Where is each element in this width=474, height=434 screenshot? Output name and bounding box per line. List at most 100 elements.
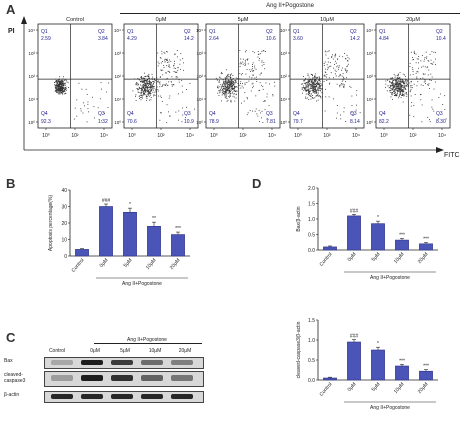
flow-event-dot [305, 84, 307, 86]
flow-event-dot [57, 88, 59, 90]
flow-event-dot [409, 82, 411, 84]
flow-event-dot [84, 105, 85, 107]
flow-event-dot [315, 85, 317, 86]
flow-event-dot [62, 80, 64, 82]
flow-event-dot [390, 82, 392, 84]
flow-event-dot [144, 81, 145, 83]
flow-event-dot [262, 122, 264, 123]
flow-event-dot [227, 82, 229, 83]
flow-event-dot [62, 78, 64, 80]
significance-label: * [377, 215, 379, 221]
flow-event-dot [342, 83, 344, 85]
flow-event-dot [59, 90, 61, 92]
flow-event-dot [422, 65, 424, 67]
flow-event-dot [227, 87, 229, 89]
flow-event-dot [230, 83, 231, 84]
flow-event-dot [166, 122, 168, 124]
flow-event-dot [239, 73, 241, 75]
flow-event-dot [347, 65, 348, 67]
flow-event-dot [157, 61, 159, 63]
flow-event-dot [57, 85, 59, 87]
flow-event-dot [321, 92, 323, 94]
flow-event-dot [141, 78, 142, 80]
flow-event-dot [151, 78, 153, 79]
category-label: 5μM [371, 251, 382, 262]
flow-event-dot [62, 91, 64, 92]
flow-event-dot [60, 80, 62, 82]
flow-event-dot [160, 62, 162, 64]
flow-event-dot [317, 84, 319, 85]
flow-event-dot [169, 66, 171, 68]
flow-event-dot [339, 85, 340, 86]
flow-event-dot [169, 72, 171, 73]
flow-event-dot [161, 101, 163, 102]
flow-event-dot [307, 83, 309, 85]
flow-event-dot [316, 92, 317, 94]
flow-event-dot [229, 94, 231, 96]
flow-event-dot [242, 58, 244, 60]
flow-event-dot [311, 90, 313, 91]
flow-event-dot [400, 86, 401, 88]
flow-event-dot [395, 80, 396, 82]
flow-event-dot [313, 88, 315, 90]
flow-event-dot [165, 78, 167, 80]
flow-event-dot [140, 92, 141, 94]
flow-event-dot [398, 74, 399, 76]
flow-event-dot [150, 99, 152, 101]
panel-letter-b: B [6, 176, 16, 191]
flow-event-dot [427, 74, 429, 76]
flow-event-dot [147, 83, 149, 85]
flow-event-dot [391, 88, 393, 90]
flow-event-dot [303, 87, 304, 89]
flow-event-dot [228, 80, 230, 81]
y-tick-label: 10⁰ [196, 120, 203, 125]
flow-event-dot [231, 89, 233, 90]
flow-event-dot [303, 76, 304, 77]
flow-event-dot [317, 82, 318, 84]
flow-event-dot [395, 94, 397, 96]
flow-event-dot [303, 80, 305, 81]
flow-event-dot [341, 80, 343, 82]
flow-event-dot [232, 95, 234, 97]
flow-event-dot [223, 91, 225, 93]
flow-event-dot [400, 89, 401, 91]
flow-event-dot [307, 89, 309, 90]
flow-event-dot [222, 84, 224, 86]
flow-event-dot [236, 86, 238, 88]
flow-event-dot [433, 61, 435, 63]
quadrant-value-q2: 10.4 [436, 36, 446, 42]
flow-event-dot [146, 88, 148, 90]
flow-event-dot [231, 88, 233, 89]
y-tick-label: 10¹ [196, 97, 203, 102]
flow-event-dot [263, 64, 265, 65]
flow-event-dot [168, 111, 169, 113]
flow-event-dot [59, 85, 60, 87]
flow-event-dot [400, 88, 402, 90]
flow-event-dot [260, 84, 262, 86]
flow-event-dot [260, 53, 262, 55]
flow-event-dot [319, 95, 320, 97]
flow-event-dot [165, 84, 167, 86]
flow-event-dot [314, 91, 316, 92]
flow-event-dot [425, 51, 427, 53]
flow-event-dot [311, 83, 313, 85]
flow-event-dot [142, 81, 144, 83]
flow-event-dot [398, 95, 400, 97]
flow-event-dot [416, 77, 418, 79]
flow-event-dot [252, 64, 253, 65]
flow-event-dot [229, 95, 231, 97]
flow-event-dot [229, 76, 231, 77]
flow-event-dot [62, 93, 64, 95]
flow-event-dot [139, 95, 141, 97]
flow-event-dot [351, 111, 353, 113]
flow-event-dot [147, 80, 149, 82]
flow-event-dot [314, 73, 316, 75]
flow-event-dot [307, 94, 309, 95]
blot-band [141, 375, 163, 382]
flow-event-dot [78, 82, 80, 84]
bar-chart-2: 0.00.51.01.52.0Bax/β-actinControl###0μM*… [296, 186, 438, 281]
flow-event-dot [136, 82, 137, 84]
flow-event-dot [392, 78, 394, 79]
flow-event-dot [172, 84, 174, 85]
flow-event-dot [346, 77, 347, 79]
